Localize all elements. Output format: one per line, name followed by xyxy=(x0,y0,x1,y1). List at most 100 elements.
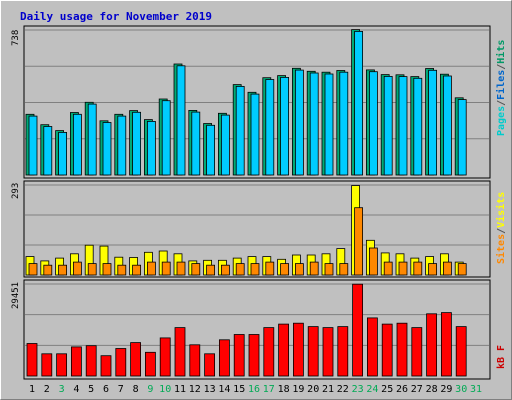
day-label-29: 29 xyxy=(440,384,452,395)
bar-bottom-kb-f-day-11 xyxy=(174,327,186,377)
bar-middle-sites-day-24 xyxy=(368,247,378,276)
panel-bottom-legend: kB F xyxy=(496,345,507,369)
bar-bottom-kb-f-day-30 xyxy=(455,326,467,377)
bar-middle-sites-day-23 xyxy=(354,207,364,276)
day-label-27: 27 xyxy=(411,384,423,395)
bar-middle-sites-day-4 xyxy=(73,261,82,276)
legend-part: kB F xyxy=(496,345,507,369)
bar-middle-sites-day-13 xyxy=(206,264,216,276)
bar-middle-sites-day-19 xyxy=(294,263,304,276)
legend-part: Sites xyxy=(495,234,507,264)
bar-middle-sites-day-29 xyxy=(442,261,452,276)
bar-bottom-kb-f-day-1 xyxy=(26,343,38,377)
day-label-23: 23 xyxy=(352,384,364,395)
bar-top-files-day-14 xyxy=(220,114,230,176)
bar-top-files-day-5 xyxy=(87,103,97,176)
bar-bottom-kb-f-day-2 xyxy=(41,353,53,377)
day-label-13: 13 xyxy=(204,384,216,395)
bar-middle-sites-day-26 xyxy=(398,261,408,276)
day-label-22: 22 xyxy=(337,384,349,395)
bar-middle-sites-day-18 xyxy=(280,263,290,276)
bar-bottom-kb-f-day-7 xyxy=(115,348,127,377)
bar-middle-sites-day-12 xyxy=(191,263,201,276)
bar-bottom-kb-f-day-26 xyxy=(396,322,408,377)
bar-middle-sites-day-27 xyxy=(413,261,423,276)
bar-top-files-day-27 xyxy=(413,77,423,176)
bar-bottom-kb-f-day-21 xyxy=(322,327,334,377)
day-label-14: 14 xyxy=(218,384,230,395)
bar-top-files-day-1 xyxy=(28,115,38,176)
bar-bottom-kb-f-day-10 xyxy=(159,337,171,377)
bar-bottom-kb-f-day-15 xyxy=(233,334,245,377)
bar-bottom-kb-f-day-5 xyxy=(85,345,97,377)
bar-top-files-day-4 xyxy=(73,113,82,176)
bar-top-files-day-29 xyxy=(442,75,452,176)
bar-middle-sites-day-9 xyxy=(146,261,156,276)
bar-middle-sites-day-10 xyxy=(161,261,171,276)
day-label-21: 21 xyxy=(322,384,334,395)
bar-bottom-kb-f-day-14 xyxy=(218,339,230,377)
bar-bottom-kb-f-day-18 xyxy=(278,323,290,377)
bar-middle-sites-day-7 xyxy=(117,264,127,276)
bar-middle-sites-day-20 xyxy=(309,261,319,276)
bar-top-files-day-11 xyxy=(176,65,186,176)
panel-top-max-label: 738 xyxy=(11,30,21,46)
bar-middle-sites-day-22 xyxy=(339,263,349,276)
bar-top-files-day-8 xyxy=(132,111,142,176)
bar-middle-sites-day-8 xyxy=(132,264,142,276)
bar-middle-sites-day-15 xyxy=(235,263,245,276)
bar-top-files-day-22 xyxy=(339,71,349,176)
bar-bottom-kb-f-day-25 xyxy=(381,323,393,377)
bar-bottom-kb-f-day-4 xyxy=(71,346,82,377)
bar-middle-sites-day-30 xyxy=(457,263,467,276)
day-label-20: 20 xyxy=(307,384,319,395)
day-label-31: 31 xyxy=(470,384,482,395)
bar-bottom-kb-f-day-9 xyxy=(144,351,156,377)
day-label-25: 25 xyxy=(381,384,393,395)
day-label-10: 10 xyxy=(159,384,171,395)
panel-middle-max-label: 293 xyxy=(11,183,21,199)
bar-middle-sites-day-28 xyxy=(428,263,438,276)
bar-top-files-day-10 xyxy=(161,100,171,176)
bar-middle-sites-day-3 xyxy=(58,264,67,276)
bar-bottom-kb-f-day-3 xyxy=(56,353,67,377)
legend-part: / xyxy=(496,228,507,234)
bar-top-files-day-6 xyxy=(102,122,112,176)
bar-top-files-day-26 xyxy=(398,76,408,176)
legend-part: Pages xyxy=(496,106,507,136)
bar-bottom-kb-f-day-23 xyxy=(352,283,364,377)
day-label-30: 30 xyxy=(455,384,467,395)
bar-middle-sites-day-17 xyxy=(265,261,275,276)
bar-top-files-day-3 xyxy=(58,131,67,176)
legend-part: Hits xyxy=(495,40,507,64)
bar-top-files-day-30 xyxy=(457,99,467,176)
bar-top-files-day-15 xyxy=(235,86,245,176)
legend-part: / xyxy=(496,100,507,106)
bar-middle-sites-day-6 xyxy=(102,263,112,276)
bar-top-files-day-19 xyxy=(294,69,304,176)
panel-top-legend: Pages/Files/Hits xyxy=(495,40,507,136)
bar-middle-sites-day-14 xyxy=(220,264,230,276)
day-label-19: 19 xyxy=(292,384,304,395)
bar-top-files-day-18 xyxy=(280,77,290,176)
day-label-9: 9 xyxy=(147,384,153,395)
day-label-8: 8 xyxy=(133,384,139,395)
bar-top-files-day-13 xyxy=(206,124,216,176)
bar-middle-sites-day-1 xyxy=(28,263,38,276)
day-label-12: 12 xyxy=(189,384,201,395)
bar-top-files-day-17 xyxy=(265,79,275,176)
bar-middle-sites-day-2 xyxy=(43,264,53,276)
bar-top-files-day-21 xyxy=(324,73,334,176)
legend-part: Files xyxy=(495,70,507,100)
panel-middle-legend: Sites/Visits xyxy=(495,192,507,264)
bar-top-files-day-16 xyxy=(250,93,260,176)
bar-middle-sites-day-25 xyxy=(383,261,393,276)
bar-bottom-kb-f-day-12 xyxy=(189,344,201,377)
day-label-17: 17 xyxy=(263,384,275,395)
bar-bottom-kb-f-day-24 xyxy=(366,317,378,377)
bar-bottom-kb-f-day-17 xyxy=(263,327,275,377)
bar-bottom-kb-f-day-19 xyxy=(292,322,304,377)
bar-top-files-day-20 xyxy=(309,72,319,176)
legend-part: / xyxy=(496,64,507,70)
